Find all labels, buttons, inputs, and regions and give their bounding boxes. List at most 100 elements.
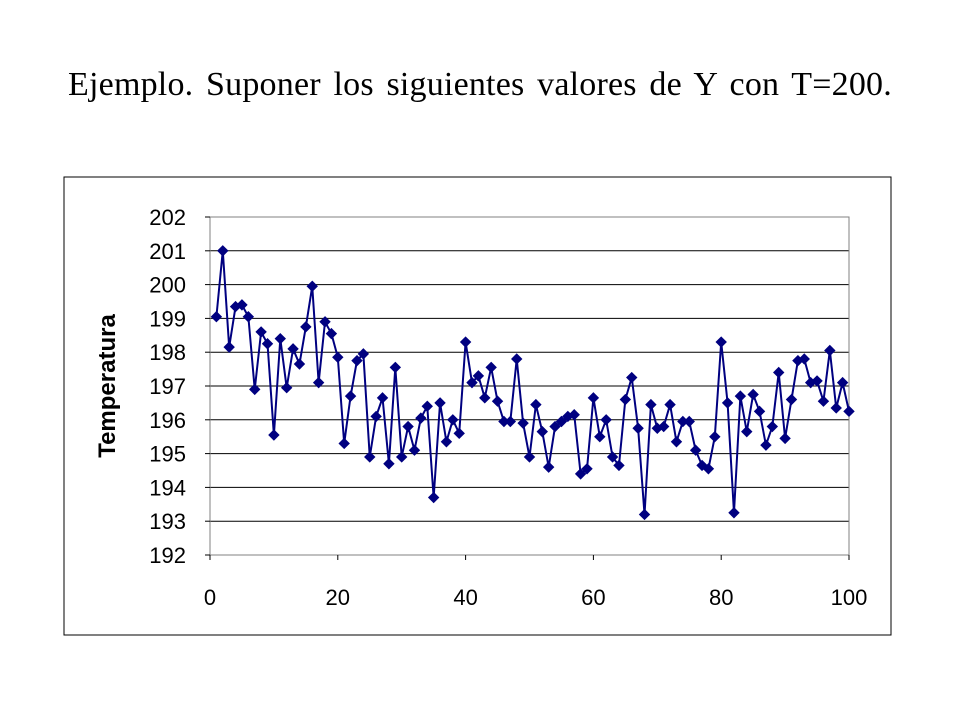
y-tick-label: 192 [149,543,186,568]
data-point [555,415,568,428]
data-point [376,392,389,404]
data-point [702,463,715,475]
data-point [581,463,593,475]
data-point [689,444,702,456]
y-tick-label: 193 [149,509,186,534]
data-point [344,390,357,402]
data-point [370,410,382,423]
data-point [523,451,536,463]
data-point [619,393,632,406]
data-point [217,245,229,257]
data-point [824,344,836,357]
data-point [312,376,325,389]
data-point [274,332,286,345]
data-point [491,395,504,407]
data-point [236,299,248,311]
x-tick-label: 0 [204,585,216,610]
y-tick-label: 201 [149,239,186,264]
data-point [453,427,465,440]
data-point [785,393,798,406]
x-tick-label: 100 [831,585,868,610]
data-point [255,326,267,338]
data-point [817,395,830,407]
data-point [280,381,293,394]
data-point [536,425,548,438]
data-point [613,459,625,472]
data-point [798,353,810,365]
data-point [594,430,606,443]
data-point [626,371,638,384]
data-point [811,375,823,387]
data-point [261,338,274,350]
x-tick-labels: 0 20 40 60 80 100 [204,585,867,610]
y-tick-label: 200 [149,273,186,298]
data-point [530,398,542,411]
data-point [427,491,440,504]
data-point [434,397,446,409]
data-point [421,400,433,412]
data-point [459,336,472,348]
data-point [364,451,376,463]
data-point [383,458,395,470]
data-point [638,508,651,521]
y-axis-label: Temperatura [94,314,121,458]
data-point [268,429,280,441]
y-tick-label: 196 [149,408,186,433]
data-point [830,402,842,414]
data-point [766,420,779,433]
data-point [447,414,459,426]
data-point [242,311,255,323]
data-point [587,392,600,404]
data-point [466,376,478,389]
data-point [325,327,338,340]
x-tick-label: 40 [453,585,477,610]
data-point [715,336,727,348]
data-point [779,432,791,445]
data-point [472,370,485,382]
series-line [215,250,850,515]
y-tick-label: 194 [149,475,186,500]
data-point [395,451,408,463]
y-tick-labels: 192 193 194 195 196 197 198 199 200 201 202 [149,205,186,568]
data-point [210,311,223,323]
tick-marks [205,216,850,560]
data-point [753,405,766,418]
data-point [741,425,753,438]
y-tick-label: 195 [149,442,186,467]
y-tick-label: 198 [149,340,186,365]
data-point [670,436,683,448]
data-point [542,461,555,473]
data-point [440,436,453,448]
data-point [223,341,235,353]
data-point [549,420,561,433]
data-point [683,415,695,428]
data-point [511,353,523,365]
data-point [645,398,657,411]
data-point [773,366,785,379]
y-tick-label: 199 [149,306,186,331]
chart-area-frame [63,176,892,636]
data-point [415,412,427,424]
data-point [606,451,619,463]
data-point [709,430,721,443]
data-point [351,354,363,367]
data-point [600,414,612,426]
data-point [408,444,421,456]
data-point [287,343,299,355]
data-point [836,376,849,389]
data-point [632,422,644,434]
data-point [338,437,350,450]
data-point [402,420,414,433]
data-point [319,316,331,328]
x-tick-label: 80 [709,585,733,610]
series-temperatura [210,245,855,521]
x-tick-label: 60 [581,585,605,610]
data-point [249,383,261,396]
data-point [734,390,747,402]
data-point [574,468,587,480]
data-point [332,351,344,363]
data-point [568,409,580,421]
slide-title: Ejemplo. Suponer los siguientes valores … [68,66,892,103]
y-tick-label: 197 [149,374,186,399]
